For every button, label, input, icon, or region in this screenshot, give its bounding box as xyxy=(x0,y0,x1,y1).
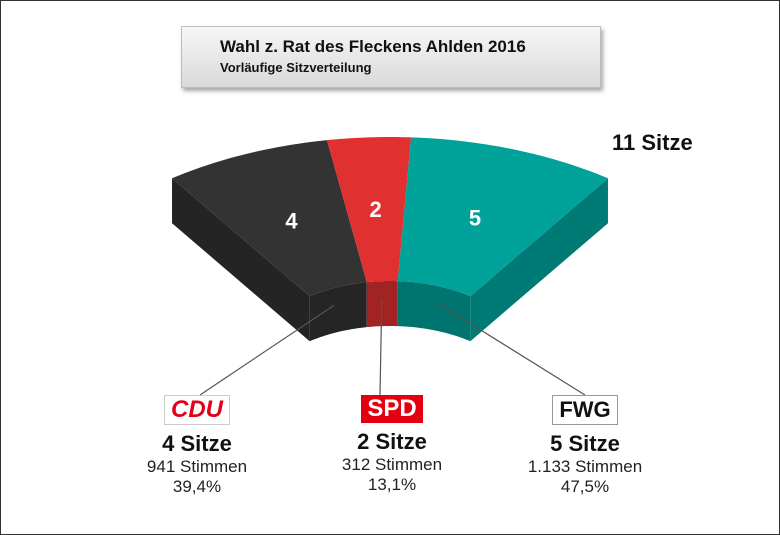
spd-percent: 13,1% xyxy=(367,475,417,494)
spd-seats: 2 Sitze xyxy=(357,429,427,454)
spd-logo: SPD xyxy=(361,395,423,423)
cdu-votes: 941 Stimmen xyxy=(146,457,248,476)
spd-segment xyxy=(326,137,412,283)
fwg-seats: 5 Sitze xyxy=(550,431,620,456)
fwg-votes: 1.133 Stimmen xyxy=(527,457,643,476)
spd-seat-label: 2 xyxy=(369,197,381,222)
cdu-percent: 39,4% xyxy=(172,477,222,496)
cdu-logo: CDU xyxy=(164,395,230,425)
arc-left-end xyxy=(172,178,310,342)
fwg-logo: FWG xyxy=(552,395,618,425)
party-cdu: CDU 4 Sitze 941 Stimmen 39,4% xyxy=(97,395,297,497)
title-box: Wahl z. Rat des Fleckens Ahlden 2016 Vor… xyxy=(181,26,601,88)
cdu-seat-label: 4 xyxy=(285,209,298,234)
fwg-segment xyxy=(397,137,608,297)
cdu-seats: 4 Sitze xyxy=(162,431,232,456)
fwg-inner-face xyxy=(397,281,471,342)
cdu-leader-line xyxy=(199,304,335,396)
party-fwg: FWG 5 Sitze 1.133 Stimmen 47,5% xyxy=(485,395,685,497)
spd-votes: 312 Stimmen xyxy=(341,455,443,474)
chart-title: Wahl z. Rat des Fleckens Ahlden 2016 xyxy=(220,37,526,56)
spd-leader-line xyxy=(379,298,383,396)
arc-right-end xyxy=(470,178,608,342)
fwg-percent: 47,5% xyxy=(560,477,610,496)
party-spd: SPD 2 Sitze 312 Stimmen 13,1% xyxy=(292,395,492,495)
fwg-leader-line xyxy=(438,303,586,396)
cdu-segment xyxy=(172,140,367,297)
chart-subtitle: Vorläufige Sitzverteilung xyxy=(220,60,372,75)
cdu-inner-face xyxy=(309,282,367,342)
fwg-seat-label: 5 xyxy=(469,206,481,231)
total-seats-label: 11 Sitze xyxy=(612,130,693,155)
